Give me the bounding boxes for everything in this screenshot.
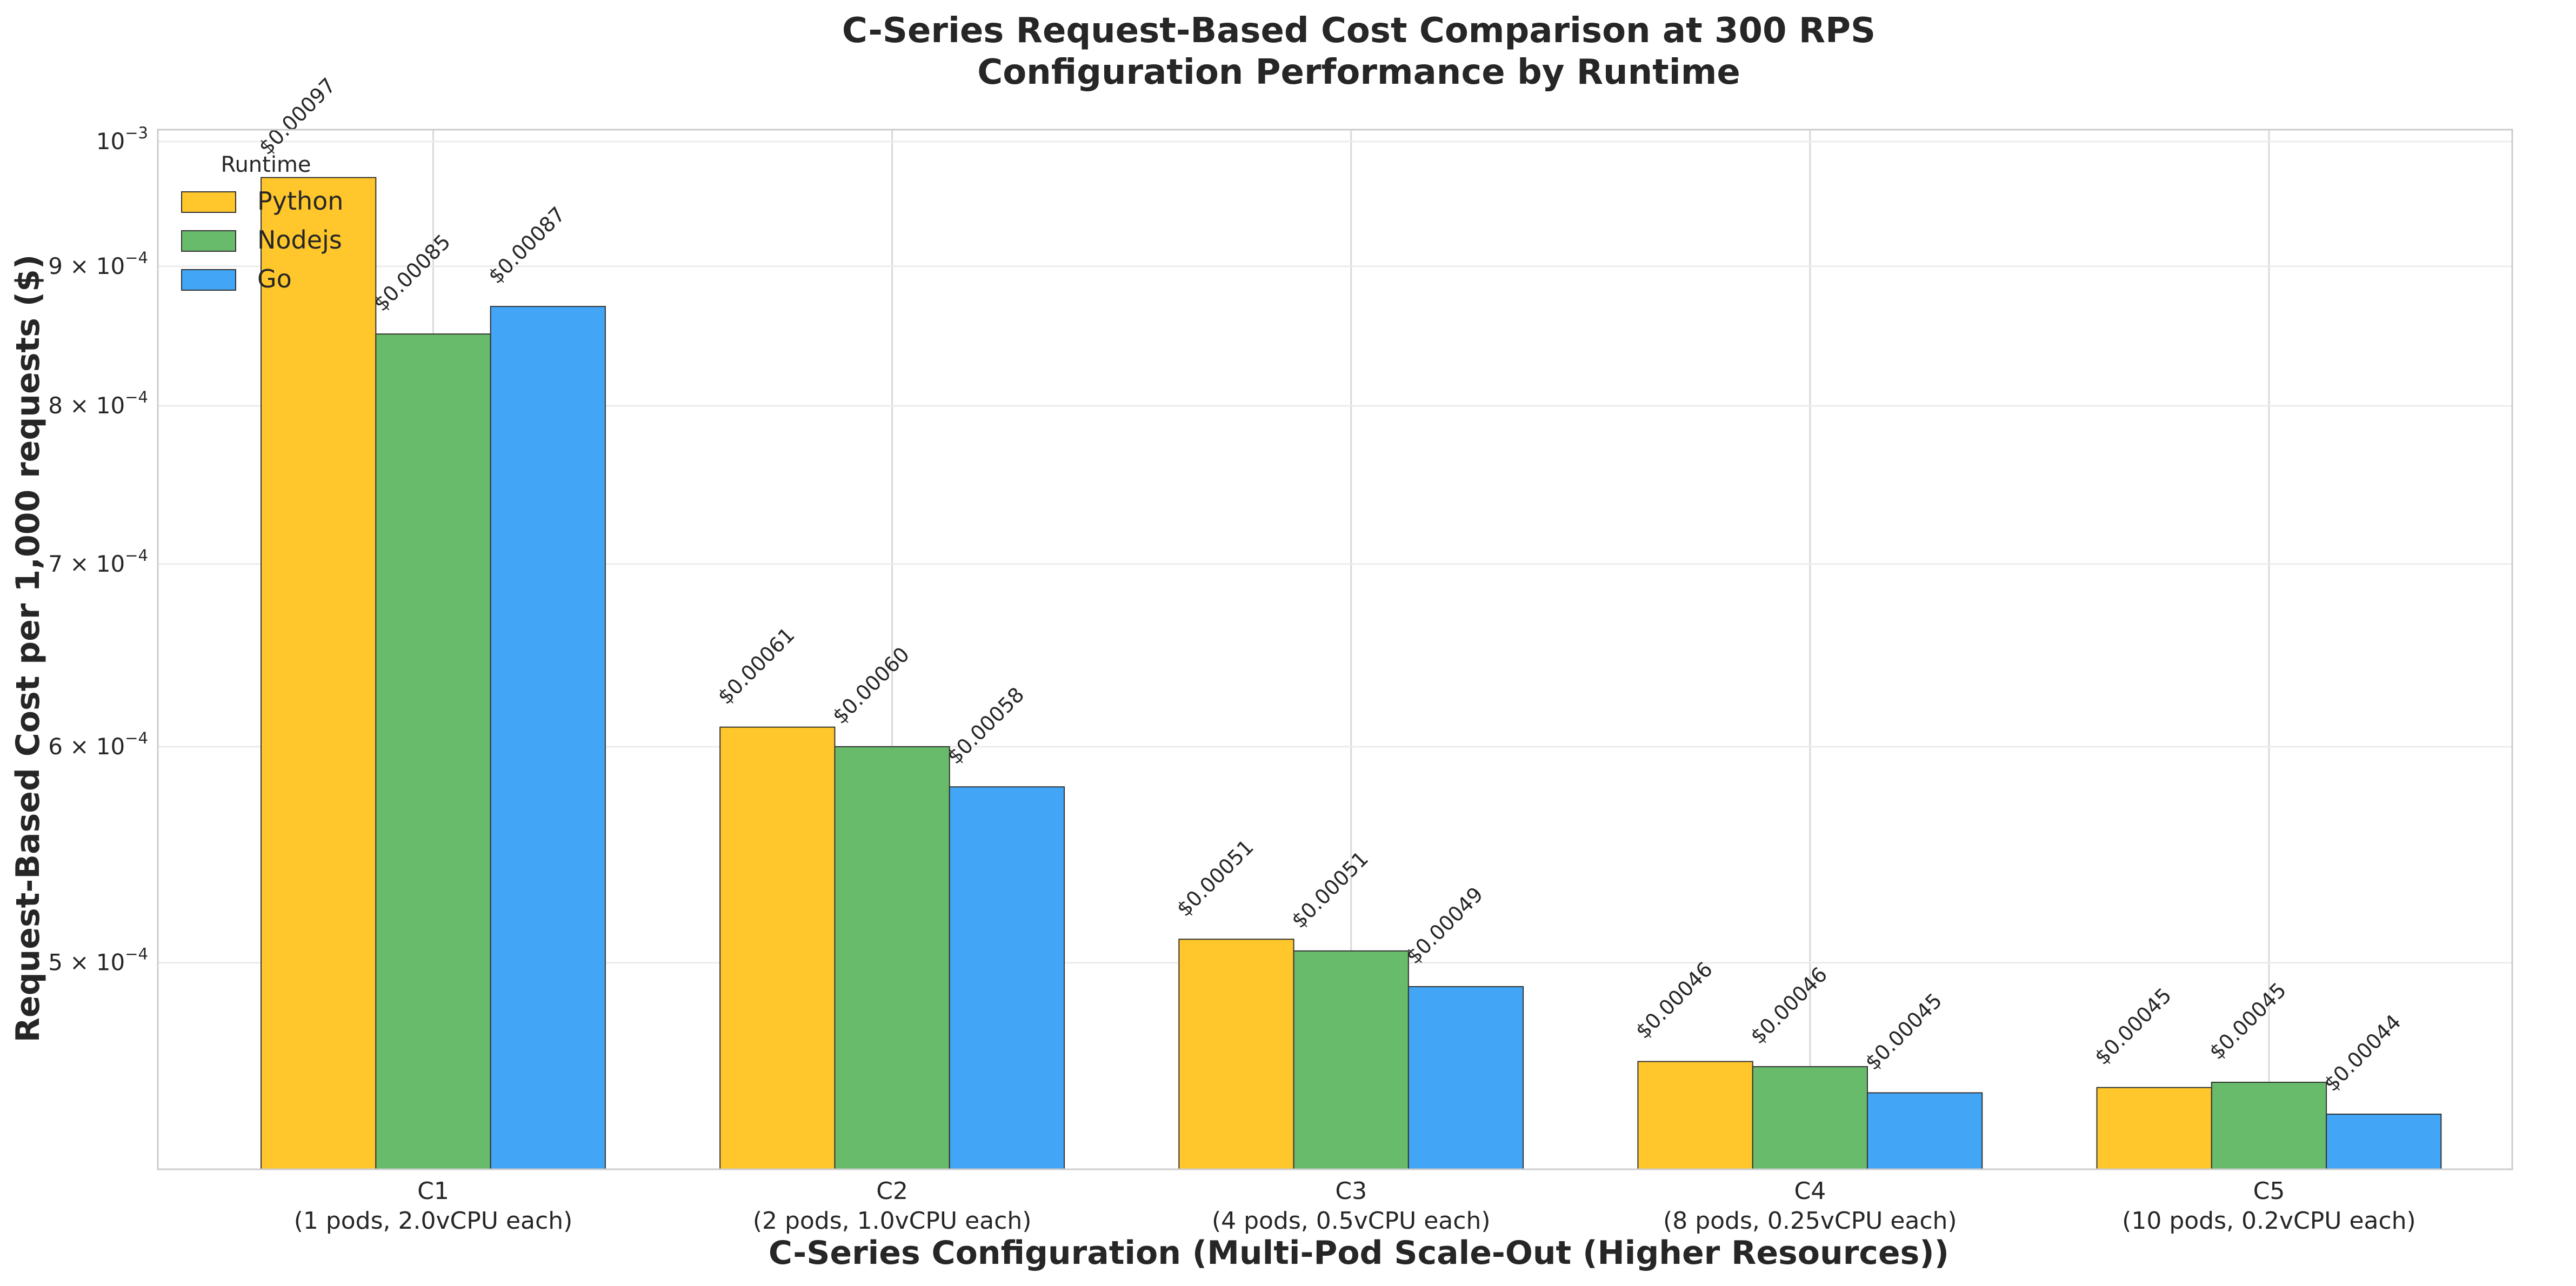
data-label: $0.00085 xyxy=(369,230,455,316)
bar-nodejs xyxy=(375,333,491,1170)
legend: Runtime Python Nodejs Go xyxy=(181,152,343,293)
bars xyxy=(261,177,2442,1170)
y-tick-label: 5 × 10−4 xyxy=(48,945,148,976)
y-tick-label: 10−3 xyxy=(96,124,148,155)
legend-swatch-python xyxy=(181,191,236,213)
legend-label-go: Go xyxy=(257,264,292,293)
bar-nodejs xyxy=(2211,1081,2327,1170)
data-label: $0.00046 xyxy=(1746,962,1832,1048)
x-axis-ticks: C1(1 pods, 2.0vCPU each) C2(2 pods, 1.0vC… xyxy=(294,1177,2416,1235)
bar-python xyxy=(2096,1087,2212,1170)
data-label: $0.00045 xyxy=(2205,978,2291,1064)
bar-nodejs xyxy=(1752,1066,1868,1170)
data-label: $0.00097 xyxy=(254,73,340,159)
x-axis-label: C-Series Configuration (Multi-Pod Scale-… xyxy=(769,1234,1949,1272)
bar-python xyxy=(261,177,377,1170)
bar-go xyxy=(490,306,606,1170)
chart-subtitle: Configuration Performance by Runtime xyxy=(977,52,1740,92)
legend-title: Runtime xyxy=(221,152,311,177)
x-tick-sublabel: (4 pods, 0.5vCPU each) xyxy=(1212,1207,1491,1235)
x-tick-label: C3 xyxy=(1335,1177,1367,1205)
bar-nodejs xyxy=(834,746,950,1170)
x-tick-sublabel: (8 pods, 0.25vCPU each) xyxy=(1663,1207,1957,1235)
bar-go xyxy=(1866,1092,1983,1170)
data-label: $0.00045 xyxy=(1860,989,1946,1075)
bar-python xyxy=(1178,939,1294,1170)
y-tick-label: 8 × 10−4 xyxy=(48,388,148,419)
legend-swatch-nodejs xyxy=(181,230,236,252)
x-tick-label: C5 xyxy=(2253,1177,2285,1205)
legend-swatch-go xyxy=(181,269,236,291)
bar-go xyxy=(1407,986,1524,1170)
bar-python xyxy=(1637,1061,1753,1170)
bar-python xyxy=(719,726,836,1170)
plot-frame xyxy=(157,129,2513,1170)
data-label: $0.00046 xyxy=(1631,957,1717,1043)
data-label: $0.00044 xyxy=(2319,1010,2405,1096)
data-label: $0.00045 xyxy=(2090,983,2176,1069)
y-axis-ticks: 5 × 10−4 6 × 10−4 7 × 10−4 8 × 10−4 9 × 10−4… xyxy=(48,124,148,976)
data-label: $0.00058 xyxy=(943,682,1029,768)
x-tick-sublabel: (10 pods, 0.2vCPU each) xyxy=(2122,1207,2416,1235)
bar-go xyxy=(2326,1113,2442,1170)
x-tick-label: C4 xyxy=(1794,1177,1826,1205)
data-label: $0.00087 xyxy=(484,202,570,288)
legend-label-python: Python xyxy=(257,186,343,216)
data-label: $0.00060 xyxy=(828,642,914,728)
y-tick-label: 7 × 10−4 xyxy=(48,546,148,577)
legend-label-nodejs: Nodejs xyxy=(257,225,342,254)
data-label: $0.00051 xyxy=(1172,835,1258,921)
bar-nodejs xyxy=(1293,950,1409,1170)
data-label: $0.00051 xyxy=(1287,847,1373,933)
y-tick-label: 9 × 10−4 xyxy=(48,249,148,279)
x-tick-label: C1 xyxy=(417,1177,449,1205)
x-tick-sublabel: (1 pods, 2.0vCPU each) xyxy=(294,1207,573,1235)
x-tick-label: C2 xyxy=(876,1177,908,1205)
bar-go xyxy=(949,786,1065,1170)
y-axis-label: Request-Based Cost per 1,000 requests ($… xyxy=(9,254,47,1043)
x-tick-sublabel: (2 pods, 1.0vCPU each) xyxy=(753,1207,1032,1235)
y-tick-label: 6 × 10−4 xyxy=(48,729,148,760)
data-label: $0.00061 xyxy=(713,623,799,709)
chart-title: C-Series Request-Based Cost Comparison a… xyxy=(842,11,1876,51)
data-label: $0.00049 xyxy=(1402,882,1487,968)
